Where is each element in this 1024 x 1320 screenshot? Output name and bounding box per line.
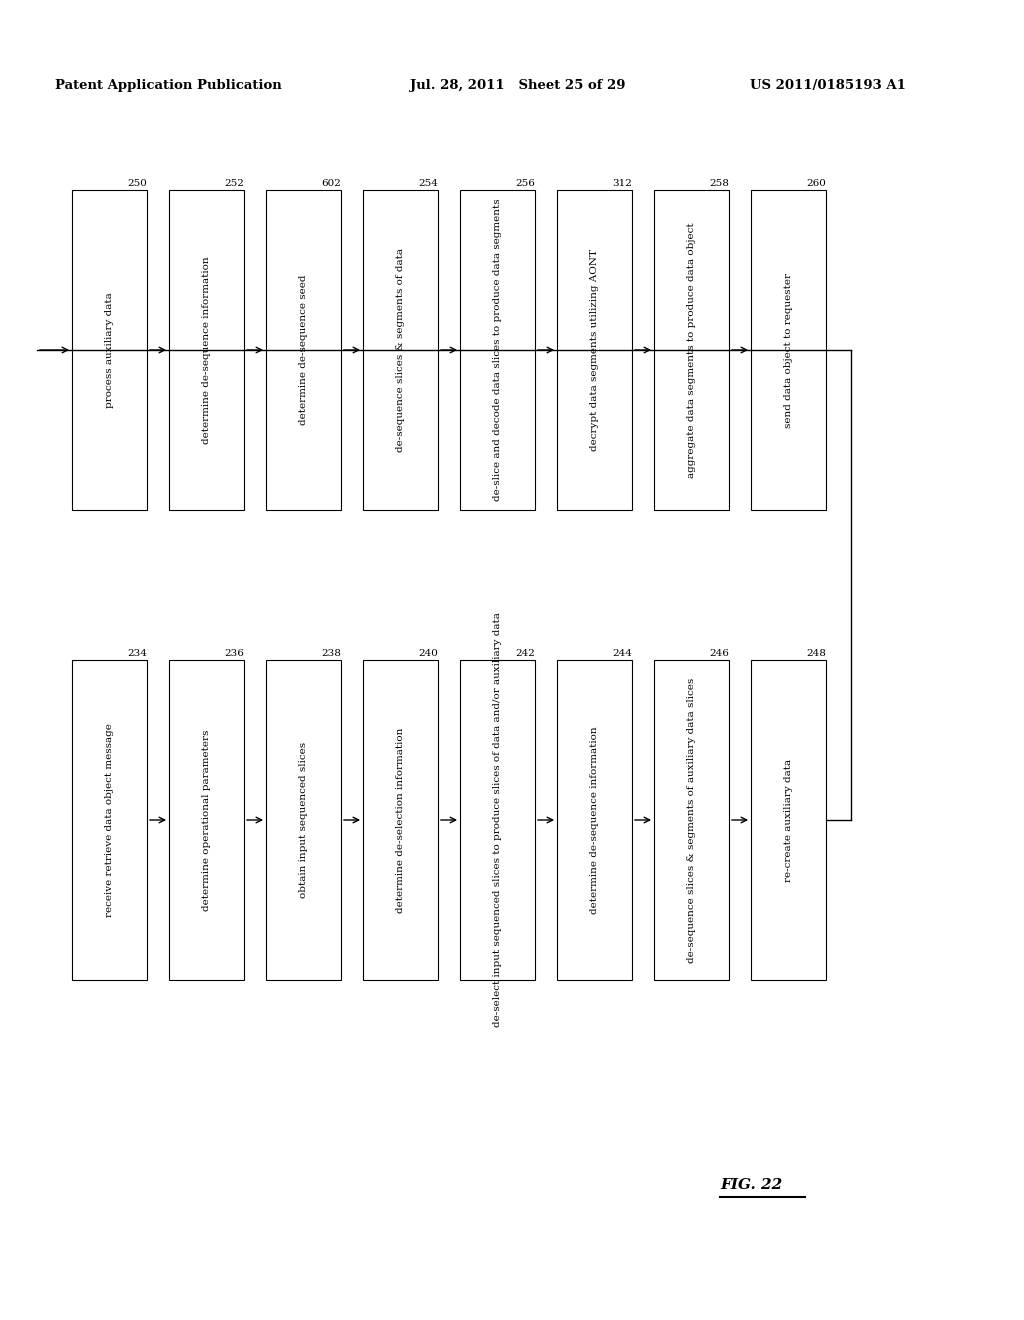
- Bar: [266, 190, 341, 510]
- Text: receive retrieve data object message: receive retrieve data object message: [105, 723, 114, 917]
- Text: US 2011/0185193 A1: US 2011/0185193 A1: [750, 78, 906, 91]
- Bar: [72, 660, 147, 979]
- Text: determine de-selection information: determine de-selection information: [396, 727, 406, 912]
- Text: determine de-sequence information: determine de-sequence information: [590, 726, 599, 913]
- Text: 602: 602: [322, 180, 341, 187]
- Text: send data object to requester: send data object to requester: [784, 272, 793, 428]
- Text: de-select input sequenced slices to produce slices of data and/or auxiliary data: de-select input sequenced slices to prod…: [493, 612, 502, 1027]
- Bar: [557, 190, 632, 510]
- Bar: [169, 190, 244, 510]
- Text: 256: 256: [515, 180, 535, 187]
- Text: aggregate data segments to produce data object: aggregate data segments to produce data …: [687, 222, 696, 478]
- Text: de-sequence slices & segments of data: de-sequence slices & segments of data: [396, 248, 406, 451]
- Text: 252: 252: [224, 180, 244, 187]
- Text: 234: 234: [127, 649, 147, 657]
- Text: 250: 250: [127, 180, 147, 187]
- Bar: [751, 190, 826, 510]
- Text: 254: 254: [418, 180, 438, 187]
- Text: 244: 244: [612, 649, 632, 657]
- Text: 248: 248: [806, 649, 826, 657]
- Bar: [266, 660, 341, 979]
- Bar: [460, 660, 535, 979]
- Text: obtain input sequenced slices: obtain input sequenced slices: [299, 742, 308, 898]
- Bar: [654, 190, 729, 510]
- Text: 260: 260: [806, 180, 826, 187]
- Bar: [362, 190, 438, 510]
- Text: 242: 242: [515, 649, 535, 657]
- Text: FIG. 22: FIG. 22: [720, 1177, 782, 1192]
- Text: process auxiliary data: process auxiliary data: [105, 292, 114, 408]
- Text: 246: 246: [710, 649, 729, 657]
- Bar: [654, 660, 729, 979]
- Text: 312: 312: [612, 180, 632, 187]
- Text: determine de-sequence seed: determine de-sequence seed: [299, 275, 308, 425]
- Text: decrypt data segments utilizing AONT: decrypt data segments utilizing AONT: [590, 249, 599, 451]
- Text: re-create auxiliary data: re-create auxiliary data: [784, 759, 793, 882]
- Bar: [460, 190, 535, 510]
- Text: 236: 236: [224, 649, 244, 657]
- Text: Patent Application Publication: Patent Application Publication: [55, 78, 282, 91]
- Text: de-sequence slices & segments of auxiliary data slices: de-sequence slices & segments of auxilia…: [687, 677, 696, 962]
- Text: de-slice and decode data slices to produce data segments: de-slice and decode data slices to produ…: [493, 199, 502, 502]
- Text: Jul. 28, 2011   Sheet 25 of 29: Jul. 28, 2011 Sheet 25 of 29: [410, 78, 626, 91]
- Text: determine de-sequence information: determine de-sequence information: [202, 256, 211, 444]
- Text: determine operational parameters: determine operational parameters: [202, 730, 211, 911]
- Text: 240: 240: [418, 649, 438, 657]
- Bar: [751, 660, 826, 979]
- Text: 238: 238: [322, 649, 341, 657]
- Bar: [72, 190, 147, 510]
- Bar: [362, 660, 438, 979]
- Bar: [169, 660, 244, 979]
- Text: 258: 258: [710, 180, 729, 187]
- Bar: [557, 660, 632, 979]
